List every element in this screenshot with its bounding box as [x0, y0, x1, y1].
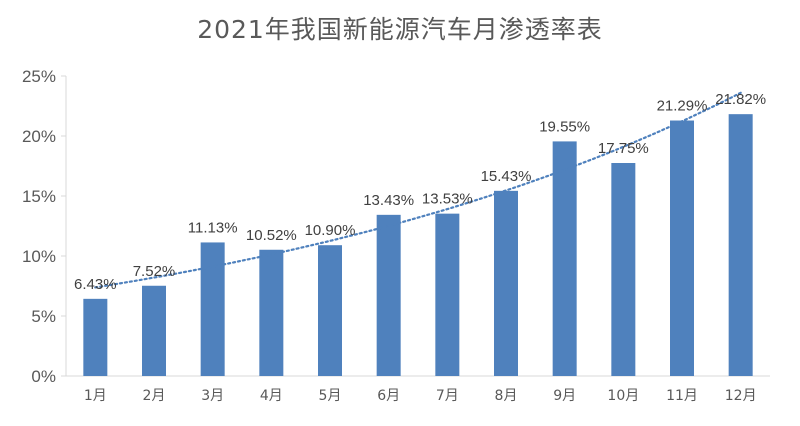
data-label: 17.75% — [598, 140, 649, 157]
y-tick-label: 0% — [31, 367, 56, 386]
bar — [494, 190, 518, 376]
x-tick-label: 10月 — [607, 388, 639, 404]
data-label: 21.82% — [715, 91, 766, 108]
bar — [142, 285, 166, 376]
x-tick-label: 9月 — [553, 388, 576, 404]
bar — [611, 163, 636, 376]
x-tick-label: 1月 — [84, 388, 107, 404]
x-tick-label: 3月 — [201, 388, 224, 404]
data-label: 7.52% — [133, 263, 176, 280]
x-tick-label: 8月 — [495, 388, 518, 404]
bar — [670, 120, 694, 377]
x-tick-label: 12月 — [725, 388, 757, 404]
bar — [728, 114, 753, 376]
bar — [83, 298, 108, 376]
bar — [200, 242, 225, 376]
y-tick-label: 5% — [31, 307, 56, 326]
data-label: 10.90% — [305, 222, 356, 239]
y-tick-label: 25% — [22, 67, 56, 86]
data-label: 15.43% — [481, 168, 532, 185]
data-label: 19.55% — [539, 118, 590, 135]
chart-title: 2021年我国新能源汽车月渗透率表 — [197, 15, 603, 44]
y-tick-label: 20% — [22, 127, 56, 146]
x-tick-label: 2月 — [143, 388, 166, 404]
bar — [318, 245, 342, 376]
bar — [552, 141, 577, 376]
x-tick-label: 7月 — [436, 388, 459, 404]
x-tick-label: 11月 — [666, 388, 698, 404]
data-label: 6.43% — [74, 276, 117, 293]
y-tick-label: 15% — [22, 187, 56, 206]
x-tick-label: 5月 — [319, 388, 342, 404]
bar — [259, 249, 284, 376]
x-tick-label: 6月 — [377, 388, 400, 404]
data-label: 13.53% — [422, 191, 473, 208]
x-tick-label: 4月 — [260, 388, 283, 404]
bar — [376, 214, 401, 376]
data-label: 10.52% — [246, 227, 297, 244]
data-label: 11.13% — [188, 219, 238, 236]
data-label: 21.29% — [657, 98, 708, 115]
bar — [435, 213, 460, 376]
y-tick-label: 10% — [22, 247, 56, 266]
trendline — [94, 91, 742, 289]
data-label: 13.43% — [363, 192, 414, 209]
